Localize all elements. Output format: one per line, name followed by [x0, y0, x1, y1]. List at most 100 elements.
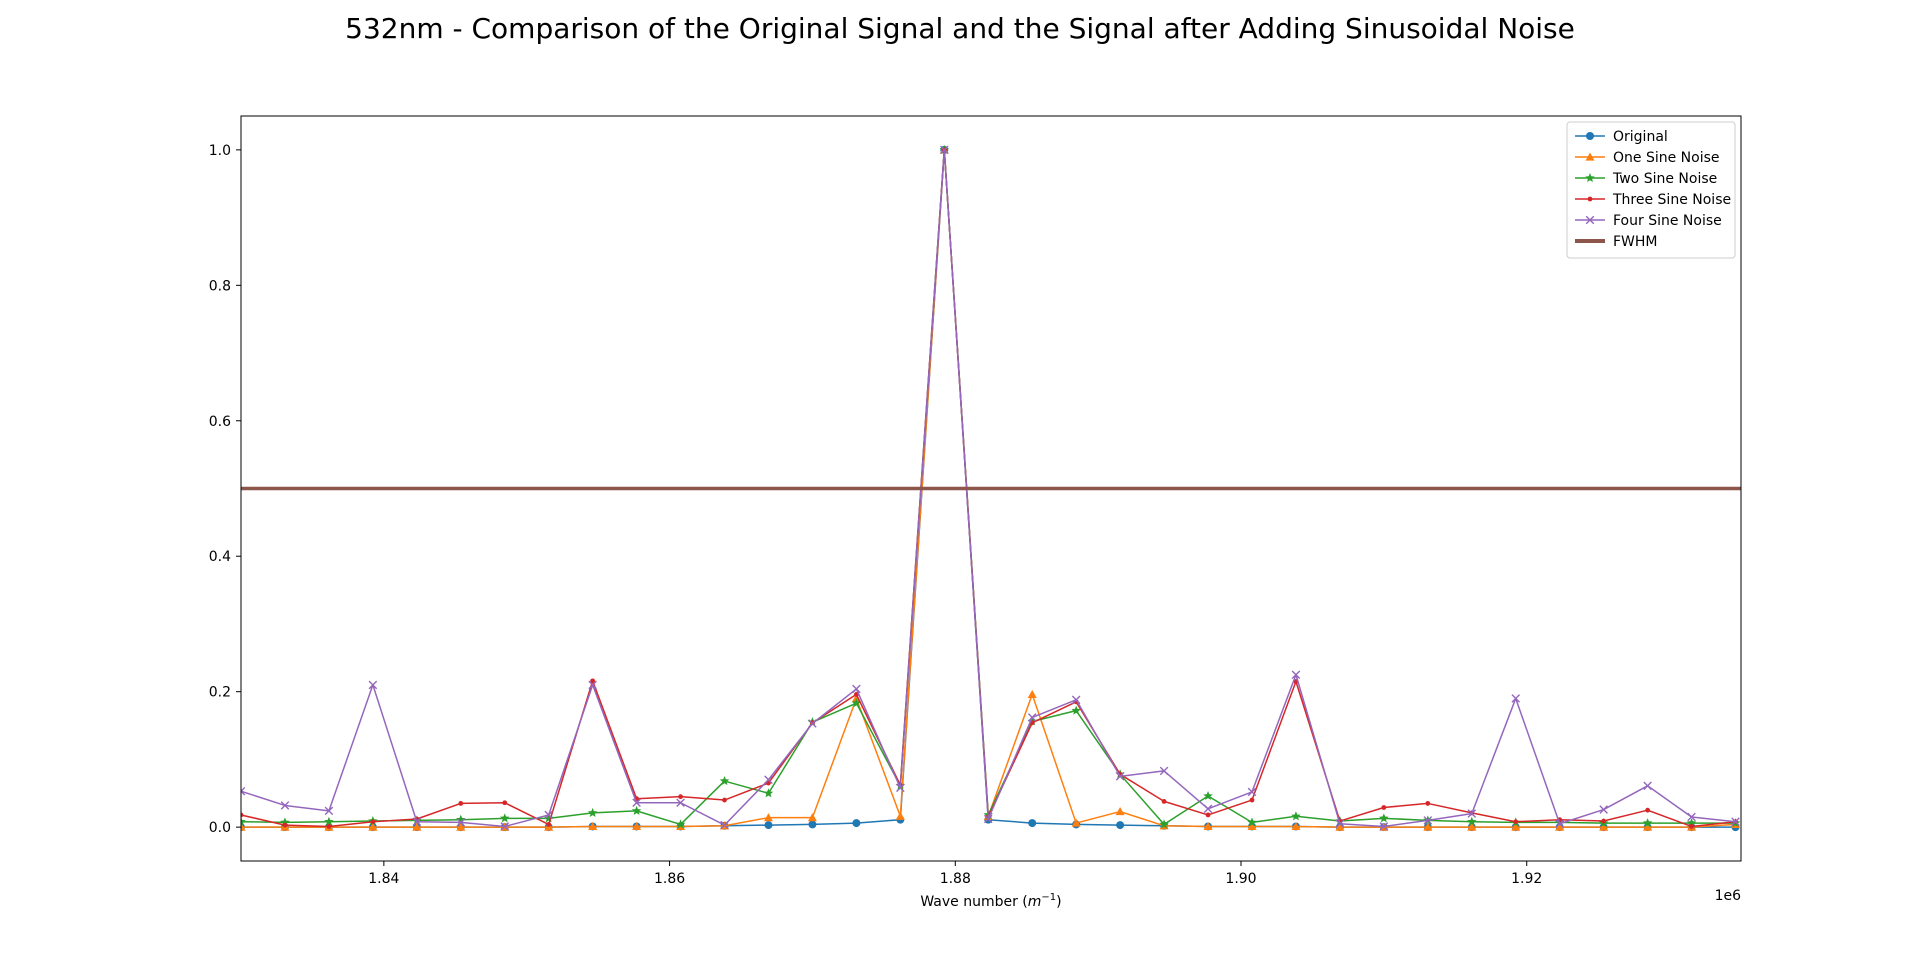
legend-item-one-sine-noise: One Sine Noise — [1575, 150, 1720, 166]
data-point-three-sine-noise — [502, 800, 508, 806]
x-tick-label: 1.86 — [654, 871, 685, 887]
data-point-four-sine-noise — [456, 818, 466, 827]
series-four-sine-noise — [241, 145, 1740, 831]
legend-item-three-sine-noise: Three Sine Noise — [1575, 192, 1731, 208]
data-point-two-sine-noise — [324, 816, 334, 826]
data-point-three-sine-noise — [282, 822, 288, 828]
data-point-four-sine-noise — [241, 786, 246, 796]
data-point-one-sine-noise — [632, 821, 642, 831]
data-point-one-sine-noise — [1247, 821, 1257, 831]
data-point-four-sine-noise — [1071, 695, 1081, 705]
data-point-four-sine-noise — [1115, 772, 1125, 781]
data-point-four-sine-noise — [1511, 694, 1521, 703]
series-two-sine-noise — [241, 144, 1741, 829]
data-point-four-sine-noise — [1687, 812, 1696, 822]
legend-box — [1566, 121, 1736, 259]
data-point-one-sine-noise — [807, 813, 817, 822]
data-point-one-sine-noise — [1643, 822, 1653, 831]
data-point-two-sine-noise — [1159, 819, 1169, 829]
data-point-four-sine-noise — [676, 798, 685, 808]
legend-item-fwhm: FWHM — [1575, 234, 1658, 250]
y-tick-label: 0.8 — [209, 278, 231, 294]
legend-marker-two-sine-noise — [1585, 173, 1595, 183]
data-point-two-sine-noise — [1467, 816, 1477, 826]
data-point-four-sine-noise — [896, 783, 905, 793]
data-point-two-sine-noise — [499, 813, 510, 823]
data-point-one-sine-noise — [1027, 689, 1037, 698]
legend-marker-three-sine-noise — [1587, 196, 1593, 202]
y-tick-label: 0.0 — [209, 820, 231, 836]
data-point-one-sine-noise — [1599, 822, 1609, 831]
data-point-three-sine-noise — [1689, 824, 1694, 829]
data-point-one-sine-noise — [1511, 822, 1521, 831]
data-point-one-sine-noise — [368, 822, 378, 831]
x-axis-label-exponent: −1 — [1041, 892, 1056, 903]
legend-marker-original — [1586, 132, 1594, 140]
data-point-two-sine-noise — [1642, 818, 1653, 828]
data-point-four-sine-noise — [1247, 787, 1257, 797]
data-point-original — [852, 819, 861, 828]
series-layer — [241, 144, 1741, 832]
data-point-four-sine-noise — [1291, 670, 1301, 680]
data-point-three-sine-noise — [1249, 797, 1255, 803]
data-point-three-sine-noise — [546, 822, 552, 827]
data-point-four-sine-noise — [1159, 766, 1169, 776]
data-point-one-sine-noise — [1203, 821, 1213, 831]
data-point-two-sine-noise — [587, 807, 598, 817]
data-point-three-sine-noise — [1425, 801, 1431, 806]
data-point-one-sine-noise — [412, 822, 422, 831]
data-point-one-sine-noise — [895, 811, 905, 820]
data-point-two-sine-noise — [675, 819, 686, 829]
data-point-three-sine-noise — [722, 797, 727, 803]
data-point-four-sine-noise — [280, 801, 290, 810]
data-point-one-sine-noise — [588, 821, 598, 831]
x-tick-label: 1.88 — [940, 871, 971, 887]
data-point-three-sine-noise — [590, 678, 596, 684]
data-point-four-sine-noise — [1027, 713, 1037, 722]
data-point-four-sine-noise — [1731, 817, 1740, 827]
chart-title: 532nm - Comparison of the Original Signa… — [345, 12, 1575, 45]
data-point-four-sine-noise — [720, 820, 729, 830]
data-point-four-sine-noise — [1555, 819, 1564, 829]
data-point-four-sine-noise — [368, 680, 378, 690]
data-point-original — [808, 820, 817, 829]
data-point-two-sine-noise — [1291, 811, 1301, 821]
data-point-three-sine-noise — [1601, 818, 1607, 824]
data-point-one-sine-noise — [1335, 822, 1345, 831]
data-point-four-sine-noise — [1643, 781, 1652, 791]
data-point-three-sine-noise — [370, 819, 376, 825]
data-point-four-sine-noise — [764, 775, 773, 785]
data-point-four-sine-noise — [500, 822, 510, 831]
data-point-four-sine-noise — [412, 817, 422, 827]
data-point-four-sine-noise — [632, 798, 641, 808]
data-point-two-sine-noise — [280, 817, 290, 827]
x-tick-label: 1.90 — [1225, 871, 1256, 887]
data-point-four-sine-noise — [1335, 819, 1345, 829]
x-axis-label-unit: m — [1028, 894, 1042, 910]
legend-item-original: Original — [1575, 129, 1668, 145]
data-point-three-sine-noise — [326, 824, 332, 829]
data-point-four-sine-noise — [940, 145, 949, 155]
data-point-one-sine-noise — [1467, 822, 1477, 831]
data-point-one-sine-noise — [1115, 807, 1125, 816]
data-point-two-sine-noise — [719, 776, 730, 786]
data-point-three-sine-noise — [1161, 799, 1167, 804]
legend-marker-one-sine-noise — [1585, 152, 1595, 161]
legend-label-one-sine-noise: One Sine Noise — [1613, 150, 1720, 166]
legend-item-two-sine-noise: Two Sine Noise — [1575, 171, 1717, 187]
axes-frame — [240, 115, 1742, 862]
legend-label-three-sine-noise: Three Sine Noise — [1612, 192, 1731, 208]
data-point-four-sine-noise — [808, 719, 817, 728]
data-point-three-sine-noise — [241, 812, 244, 818]
data-point-two-sine-noise — [241, 816, 246, 826]
data-point-three-sine-noise — [678, 794, 683, 800]
data-point-two-sine-noise — [1379, 813, 1389, 823]
data-point-one-sine-noise — [241, 822, 246, 831]
data-point-two-sine-noise — [543, 813, 554, 823]
data-point-two-sine-noise — [631, 805, 642, 815]
data-point-three-sine-noise — [1645, 807, 1650, 813]
data-point-four-sine-noise — [1203, 804, 1213, 814]
data-point-one-sine-noise — [1555, 822, 1565, 831]
legend-label-two-sine-noise: Two Sine Noise — [1612, 171, 1717, 187]
